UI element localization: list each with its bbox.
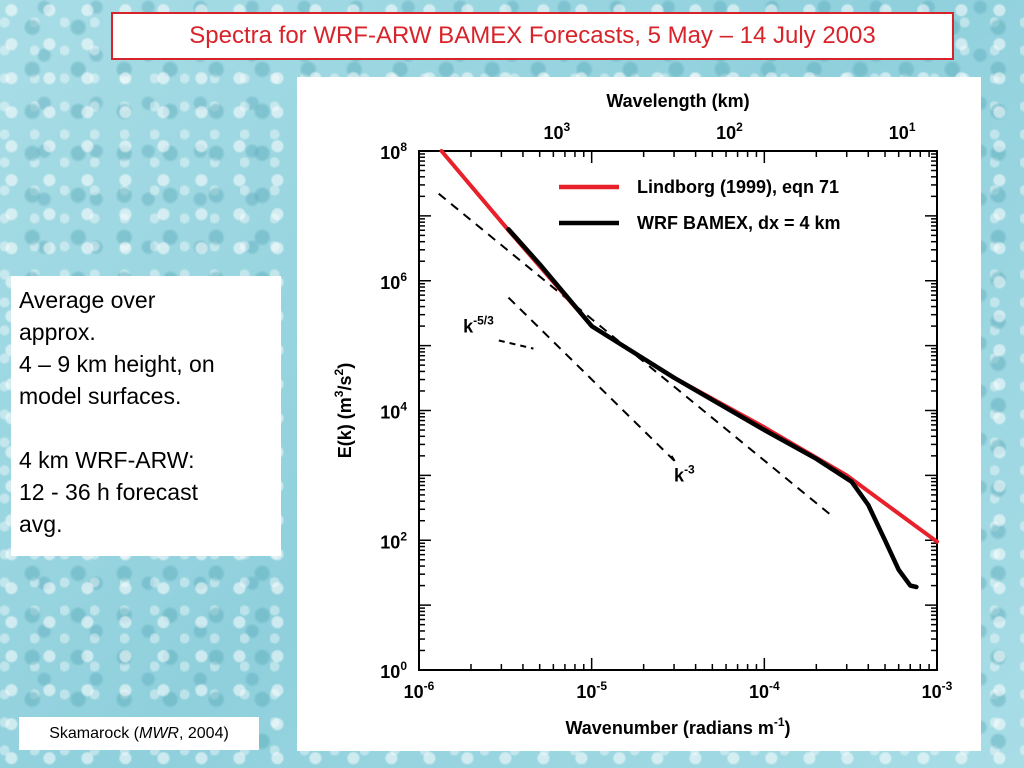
slope-label-leader <box>498 339 534 350</box>
y-tick-label: 108 <box>380 140 407 163</box>
x-tick-label: 10-4 <box>749 679 780 702</box>
top-tick-label: 101 <box>889 120 916 143</box>
slide-title: Spectra for WRF-ARW BAMEX Forecasts, 5 M… <box>189 22 876 49</box>
note-line: 4 km WRF-ARW: <box>19 447 195 473</box>
y-tick-label: 106 <box>380 270 407 293</box>
x-tick-label: 10-3 <box>922 679 953 702</box>
top-tick-label: 103 <box>543 120 570 143</box>
credit-suffix: , 2004) <box>178 724 229 742</box>
plot-panel: Lindborg (1999), eqn 71 WRF BAMEX, dx = 4… <box>297 77 981 751</box>
note-line: avg. <box>19 511 63 537</box>
y-tick-label: 102 <box>380 529 407 552</box>
note-line: Average over <box>19 287 156 313</box>
x-axis-title: Wavenumber (radians m-1) <box>565 715 790 738</box>
top-tick-label: 102 <box>716 120 743 143</box>
reference-slope-line <box>507 296 675 462</box>
top-axis-title: Wavelength (km) <box>606 91 749 111</box>
note-line: 12 - 36 h forecast <box>19 479 198 505</box>
slope-label: k-5/3 <box>463 313 494 336</box>
credit-journal: MWR <box>139 724 179 742</box>
legend-label: Lindborg (1999), eqn 71 <box>637 177 839 197</box>
x-tick-label: 10-6 <box>404 679 435 702</box>
series-line <box>439 149 939 544</box>
y-axis-title: E(k) (m3/s2) <box>332 363 355 458</box>
series-line <box>506 227 919 590</box>
credit-box: Skamarock (MWR, 2004) <box>19 717 259 750</box>
y-tick-label: 104 <box>380 400 407 423</box>
note-box: Average over approx. 4 – 9 km height, on… <box>11 276 281 556</box>
spectra-chart: Lindborg (1999), eqn 71 WRF BAMEX, dx = 4… <box>332 91 953 738</box>
slope-label-leader <box>670 455 678 465</box>
slide-title-box: Spectra for WRF-ARW BAMEX Forecasts, 5 M… <box>111 12 954 60</box>
note-line-blank <box>19 412 273 444</box>
reference-slope-line <box>438 192 834 518</box>
x-tick-label: 10-5 <box>576 679 607 702</box>
note-line: approx. <box>19 319 96 345</box>
note-line: model surfaces. <box>19 383 182 409</box>
y-tick-label: 100 <box>380 659 407 682</box>
credit-prefix: Skamarock ( <box>49 724 139 742</box>
note-line: 4 – 9 km height, on <box>19 351 215 377</box>
slope-label: k-3 <box>674 463 695 486</box>
legend-label: WRF BAMEX, dx = 4 km <box>637 213 841 233</box>
